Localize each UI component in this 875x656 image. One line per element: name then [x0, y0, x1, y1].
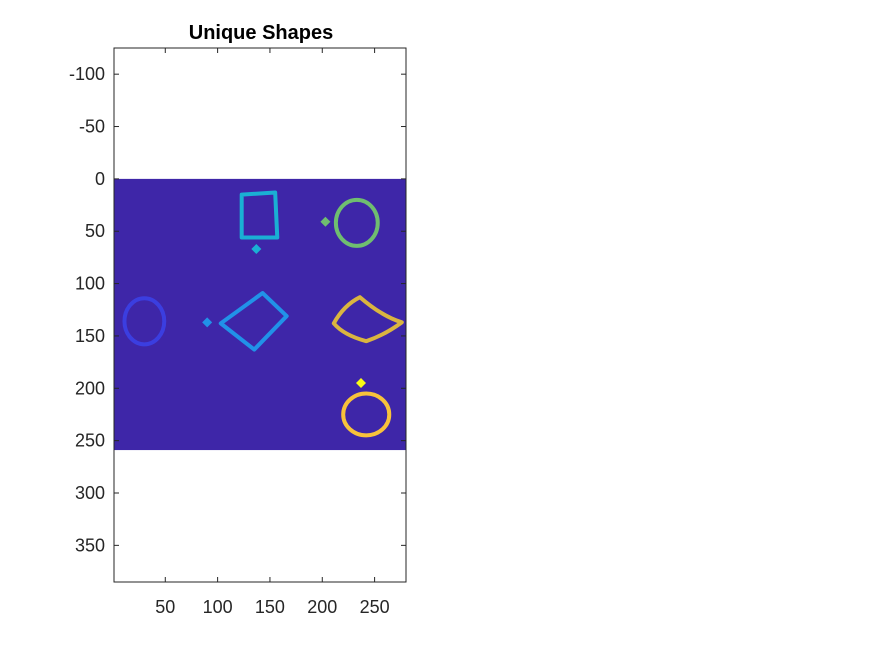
- x-tick-label: 50: [155, 597, 175, 617]
- shape-outline: [331, 295, 404, 344]
- shape-circle-6: [341, 378, 392, 438]
- shape-circle-4: [320, 197, 380, 248]
- y-tick-label: 100: [75, 274, 105, 294]
- y-tick-label: 300: [75, 483, 105, 503]
- shapes-layer: [122, 190, 404, 438]
- x-axis: 50 100 150 200 250: [155, 48, 390, 617]
- shape-diamond-3: [202, 291, 289, 352]
- plot-area: [113, 47, 407, 583]
- y-tick-label: -100: [69, 64, 105, 84]
- x-tick-label: 100: [203, 597, 233, 617]
- shape-outline: [341, 391, 392, 438]
- y-tick-label: 250: [75, 431, 105, 451]
- shape-outline: [122, 296, 167, 347]
- centroid-marker: [355, 378, 366, 389]
- centroid-marker: [251, 244, 262, 255]
- shape-circle-1: [122, 296, 167, 347]
- axes-box: [113, 47, 407, 583]
- shape-lens-5: [331, 295, 404, 344]
- shape-outline: [239, 190, 280, 240]
- centroid-marker: [202, 317, 213, 328]
- x-tick-label: 150: [255, 597, 285, 617]
- y-tick-label: 150: [75, 326, 105, 346]
- chart-title: Unique Shapes: [189, 22, 333, 44]
- centroid-marker: [320, 216, 331, 227]
- image-background: [114, 178, 406, 451]
- y-axis: -100 -50 0 50 100 150 200 250 300 350: [69, 64, 406, 555]
- x-tick-label: 250: [360, 597, 390, 617]
- x-tick-label: 200: [307, 597, 337, 617]
- shape-rectangle-2: [239, 190, 280, 255]
- shape-outline: [218, 291, 289, 352]
- shape-outline: [333, 197, 380, 248]
- y-tick-label: -50: [79, 117, 105, 137]
- y-tick-label: 200: [75, 378, 105, 398]
- y-tick-label: 0: [95, 169, 105, 189]
- y-tick-label: 350: [75, 535, 105, 555]
- y-tick-label: 50: [85, 221, 105, 241]
